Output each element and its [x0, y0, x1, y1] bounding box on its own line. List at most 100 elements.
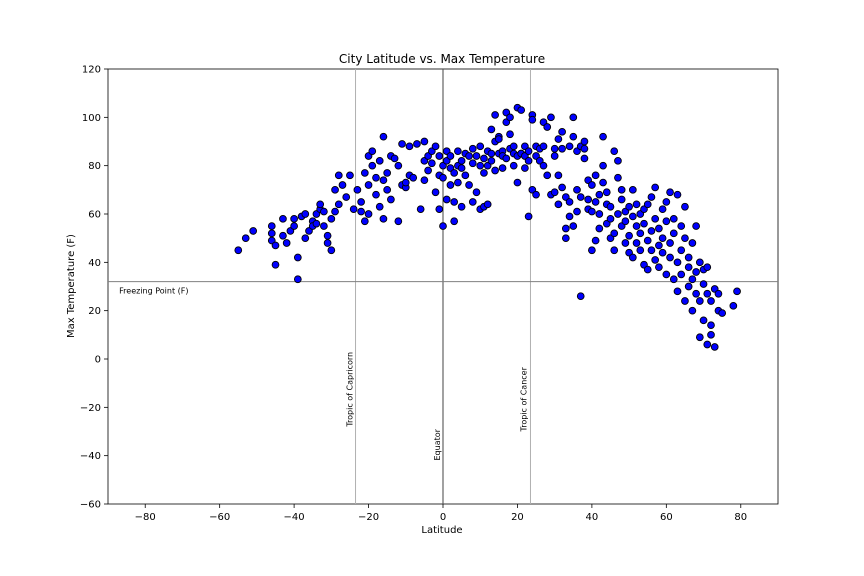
- data-point: [569, 222, 578, 230]
- data-point: [461, 171, 470, 180]
- data-point: [301, 234, 310, 243]
- data-point: [409, 173, 418, 182]
- plot-area: Tropic of Capricorn Equator Tropic of Canc…: [107, 68, 779, 505]
- data-point: [502, 154, 511, 163]
- y-tick-label: 100: [82, 113, 101, 124]
- data-point: [651, 183, 660, 192]
- x-tick-label: −40: [284, 512, 305, 523]
- data-point: [666, 253, 674, 262]
- data-point: [729, 301, 738, 310]
- data-point: [454, 178, 462, 187]
- data-point: [457, 202, 466, 211]
- data-point: [591, 236, 600, 245]
- data-point: [334, 200, 343, 209]
- data-point: [614, 210, 622, 218]
- data-point: [569, 132, 578, 141]
- data-point: [383, 185, 392, 194]
- data-point: [647, 193, 656, 201]
- data-point: [476, 161, 485, 170]
- data-point: [610, 246, 619, 255]
- data-point: [383, 169, 392, 177]
- data-point: [580, 137, 589, 146]
- data-point: [710, 343, 719, 351]
- data-point: [692, 268, 700, 276]
- data-point: [506, 130, 514, 139]
- data-point: [357, 207, 365, 216]
- data-point: [454, 147, 462, 156]
- data-point: [539, 161, 548, 170]
- data-point: [647, 246, 656, 255]
- data-point: [424, 166, 432, 175]
- data-point: [487, 149, 496, 158]
- data-point: [293, 253, 302, 262]
- data-point: [476, 142, 485, 151]
- data-point: [640, 219, 648, 228]
- data-point: [621, 239, 630, 247]
- data-point: [714, 289, 723, 298]
- data-point: [632, 200, 641, 209]
- data-point: [528, 115, 537, 124]
- data-point: [372, 173, 380, 182]
- x-axis-ticks: −80 −60 −40 −20 0 20 40 60 80: [135, 504, 747, 523]
- data-point: [558, 183, 566, 192]
- data-point: [625, 202, 633, 211]
- y-tick-label: 80: [88, 161, 101, 172]
- data-point: [684, 263, 693, 272]
- y-tick-label: 20: [88, 306, 101, 317]
- data-point: [599, 132, 607, 141]
- data-point: [699, 280, 708, 288]
- data-point: [301, 210, 310, 218]
- data-point: [688, 306, 697, 315]
- data-point: [234, 246, 243, 255]
- data-point: [669, 275, 678, 284]
- data-point: [703, 289, 712, 298]
- data-point: [643, 236, 652, 245]
- data-point: [662, 217, 671, 226]
- data-point: [465, 152, 473, 160]
- data-point: [480, 154, 488, 163]
- data-point: [468, 198, 477, 206]
- data-point: [673, 190, 682, 199]
- data-point: [491, 111, 499, 119]
- data-point: [588, 246, 596, 255]
- data-point: [569, 113, 578, 122]
- data-point: [293, 275, 302, 284]
- data-point: [733, 287, 741, 296]
- data-point: [506, 113, 514, 122]
- data-point: [565, 198, 574, 206]
- data-point: [606, 214, 615, 223]
- chart-title: City Latitude vs. Max Temperature: [339, 52, 545, 66]
- data-point: [379, 214, 388, 223]
- data-point: [584, 195, 593, 204]
- data-point: [279, 231, 287, 240]
- data-point: [357, 198, 365, 206]
- data-point: [364, 181, 373, 189]
- data-point: [446, 152, 455, 160]
- data-point: [684, 253, 693, 262]
- data-point: [390, 154, 399, 163]
- y-axis-ticks: −60 −40 −20 0 20 40 60 80 100 120: [80, 65, 108, 511]
- data-point: [331, 185, 339, 194]
- data-point: [558, 144, 566, 153]
- data-point: [483, 200, 492, 209]
- data-point: [267, 222, 276, 230]
- data-point: [573, 185, 581, 194]
- data-point: [364, 210, 373, 218]
- data-point: [360, 217, 369, 226]
- data-point: [610, 147, 619, 156]
- data-point: [580, 144, 589, 153]
- data-point: [647, 227, 656, 235]
- data-point: [573, 207, 581, 216]
- data-point: [628, 212, 637, 221]
- data-point: [543, 171, 552, 180]
- data-point: [636, 246, 645, 255]
- data-point: [346, 171, 354, 180]
- y-tick-label: −20: [80, 403, 101, 414]
- data-point: [379, 176, 388, 185]
- x-tick-label: −80: [135, 512, 156, 523]
- data-point: [290, 214, 298, 223]
- data-point: [416, 205, 425, 214]
- reference-line-labels: Tropic of Capricorn Equator Tropic of Canc…: [119, 287, 528, 461]
- data-point: [267, 229, 276, 238]
